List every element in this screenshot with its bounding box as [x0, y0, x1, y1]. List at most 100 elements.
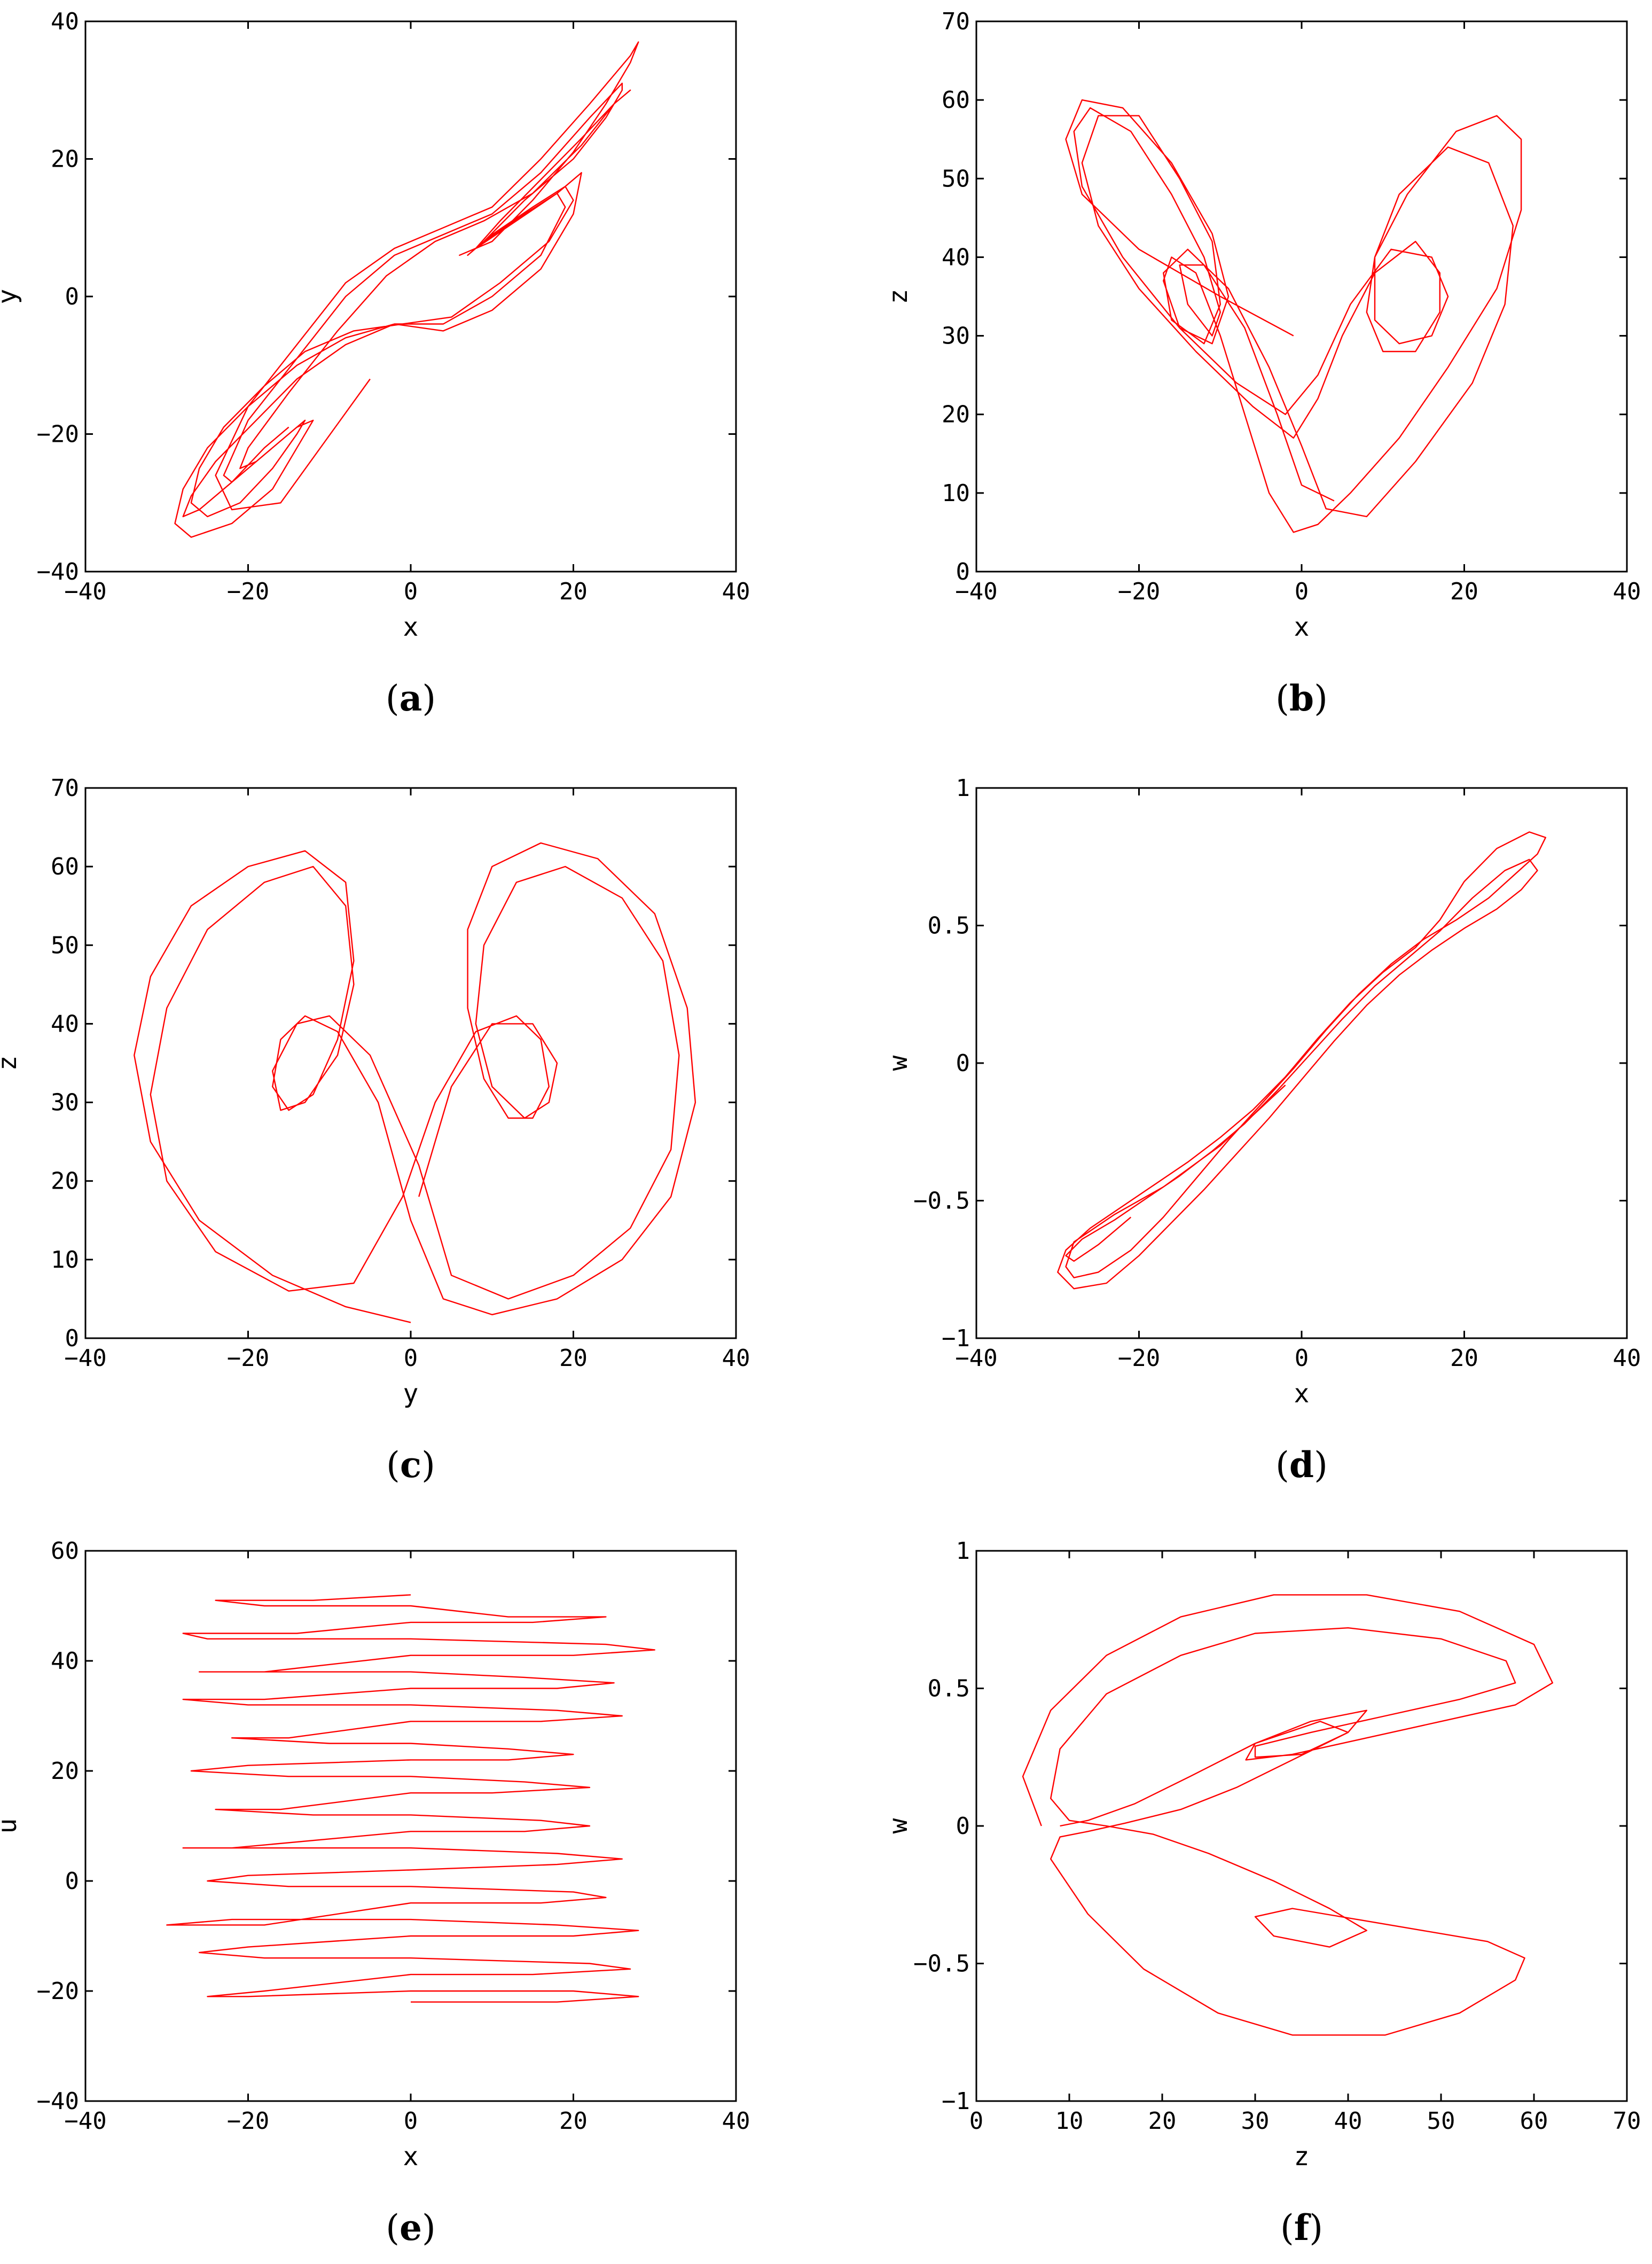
y-tick-label-b-4: 40: [942, 244, 970, 271]
x-tick-label-e-1: −20: [227, 2107, 269, 2135]
y-tick-label-a-4: 40: [51, 8, 79, 35]
chart-panel-a: −40 −20 0 20 40 −40 −20 0 20 40 x y (a): [0, 8, 750, 719]
y-tick-label-b-1: 10: [942, 480, 970, 507]
y-tick-label-f-3: 0.5: [928, 1675, 970, 1703]
x-tick-label-d-4: 40: [1613, 1345, 1641, 1372]
y-tick-label-a-3: 20: [51, 146, 79, 173]
y-tick-label-c-6: 60: [51, 853, 79, 880]
y-axis-label-d: w: [883, 1055, 913, 1071]
y-tick-label-c-7: 70: [51, 775, 79, 802]
x-tick-label-f-4: 40: [1334, 2107, 1363, 2135]
x-tick-label-b-3: 20: [1450, 578, 1478, 605]
x-axis-label-f: z: [1294, 2142, 1310, 2172]
y-tick-label-c-3: 30: [51, 1089, 79, 1117]
y-tick-label-c-0: 0: [65, 1325, 80, 1352]
series-line-f-0: [1022, 1594, 1553, 2036]
subfigure-label-a: (a): [386, 677, 436, 719]
y-tick-label-e-2: 0: [65, 1868, 80, 1895]
x-tick-label-b-2: 0: [1295, 578, 1309, 605]
x-tick-label-a-2: 0: [404, 578, 418, 605]
y-tick-label-d-2: 0: [956, 1050, 970, 1077]
y-tick-label-c-1: 10: [51, 1246, 79, 1274]
x-tick-label-e-0: −40: [64, 2107, 106, 2135]
y-tick-label-b-3: 30: [942, 323, 970, 350]
y-axis-label-f: w: [883, 1818, 913, 1833]
x-tick-label-f-3: 30: [1241, 2107, 1270, 2135]
y-tick-label-b-2: 20: [942, 401, 970, 428]
x-tick-label-e-4: 40: [722, 2107, 750, 2135]
series-line-e-0: [166, 1594, 655, 2003]
series-line-d-0: [1057, 831, 1546, 1290]
x-axis-label-a: x: [403, 612, 419, 642]
chart-panel-f: 0 10 20 30 40 50 60 70 −1 −0.5 0 0.5 1 z w (f): [883, 1537, 1641, 2249]
x-tick-label-f-5: 50: [1427, 2107, 1455, 2135]
y-tick-label-e-0: −40: [37, 2088, 79, 2115]
subfigure-label-d: (d): [1275, 1444, 1328, 1486]
x-tick-label-f-1: 10: [1055, 2107, 1084, 2135]
y-tick-label-f-0: −1: [942, 2088, 970, 2115]
y-tick-label-e-5: 60: [51, 1537, 79, 1565]
x-tick-label-f-6: 60: [1520, 2107, 1548, 2135]
x-tick-label-c-1: −20: [227, 1345, 269, 1372]
x-tick-label-a-1: −20: [227, 578, 269, 605]
x-tick-label-c-4: 40: [722, 1345, 750, 1372]
x-tick-label-d-2: 0: [1295, 1345, 1309, 1372]
x-tick-label-a-0: −40: [64, 578, 106, 605]
x-tick-label-b-0: −40: [955, 578, 997, 605]
y-tick-label-b-0: 0: [956, 558, 970, 585]
y-tick-label-b-5: 50: [942, 165, 970, 192]
subfigure-label-f: (f): [1280, 2207, 1323, 2249]
y-axis-label-b: z: [883, 289, 913, 305]
y-axis-label-c: z: [0, 1056, 22, 1071]
series-line-a-0: [174, 41, 639, 538]
y-tick-label-a-0: −40: [37, 558, 79, 585]
x-tick-label-f-7: 70: [1613, 2107, 1641, 2135]
y-tick-label-f-1: −0.5: [913, 1950, 970, 1978]
x-axis-label-e: x: [403, 2142, 419, 2172]
y-tick-label-d-1: −0.5: [913, 1188, 970, 1215]
subfigure-label-b: (b): [1275, 677, 1328, 719]
x-axis-label-c: y: [403, 1379, 419, 1409]
x-tick-label-b-4: 40: [1613, 578, 1641, 605]
y-tick-label-d-4: 1: [956, 775, 970, 802]
y-tick-label-e-1: −20: [37, 1978, 79, 2005]
x-tick-label-e-3: 20: [559, 2107, 588, 2135]
chart-panel-e: −40 −20 0 20 40 −40 −20 0 20 40 60 x u (e): [0, 1537, 750, 2249]
x-tick-label-a-3: 20: [559, 578, 588, 605]
x-axis-label-b: x: [1294, 612, 1310, 642]
x-tick-label-b-1: −20: [1118, 578, 1160, 605]
x-tick-label-f-0: 0: [969, 2107, 984, 2135]
y-tick-label-e-4: 40: [51, 1648, 79, 1675]
y-tick-label-c-5: 50: [51, 932, 79, 959]
x-tick-label-d-1: −20: [1118, 1345, 1160, 1372]
x-tick-label-e-2: 0: [404, 2107, 418, 2135]
y-tick-label-f-2: 0: [956, 1813, 970, 1840]
chart-panel-d: −40 −20 0 20 40 −1 −0.5 0 0.5 1 x w (d): [883, 775, 1641, 1486]
chart-panel-c: −40 −20 0 20 40 0 10 20 30 40 50 60 70 y z (c): [0, 775, 750, 1486]
y-tick-label-e-3: 20: [51, 1758, 79, 1785]
y-tick-label-d-3: 0.5: [928, 912, 970, 940]
series-line-c-0: [134, 842, 696, 1323]
x-tick-label-a-4: 40: [722, 578, 750, 605]
y-axis-label-e: u: [0, 1818, 22, 1834]
y-tick-label-a-2: 0: [65, 283, 80, 310]
y-tick-label-f-4: 1: [956, 1537, 970, 1565]
subfigure-label-c: (c): [386, 1444, 435, 1486]
x-axis-label-d: x: [1294, 1379, 1310, 1409]
x-tick-label-d-3: 20: [1450, 1345, 1478, 1372]
y-tick-label-c-2: 20: [51, 1168, 79, 1195]
x-tick-label-c-0: −40: [64, 1345, 106, 1372]
x-tick-label-f-2: 20: [1148, 2107, 1177, 2135]
x-tick-label-c-3: 20: [559, 1345, 588, 1372]
subfigure-label-e: (e): [386, 2207, 436, 2249]
series-line-b-0: [1065, 99, 1522, 533]
y-tick-label-b-7: 70: [942, 8, 970, 35]
y-tick-label-c-4: 40: [51, 1010, 79, 1037]
y-tick-label-a-1: −20: [37, 421, 79, 448]
y-tick-label-d-0: −1: [942, 1325, 970, 1352]
chart-panel-b: −40 −20 0 20 40 0 10 20 30 40 50 60 70 x z (b): [883, 8, 1641, 719]
x-tick-label-d-0: −40: [955, 1345, 997, 1372]
y-tick-label-b-6: 60: [942, 87, 970, 114]
x-tick-label-c-2: 0: [404, 1345, 418, 1372]
